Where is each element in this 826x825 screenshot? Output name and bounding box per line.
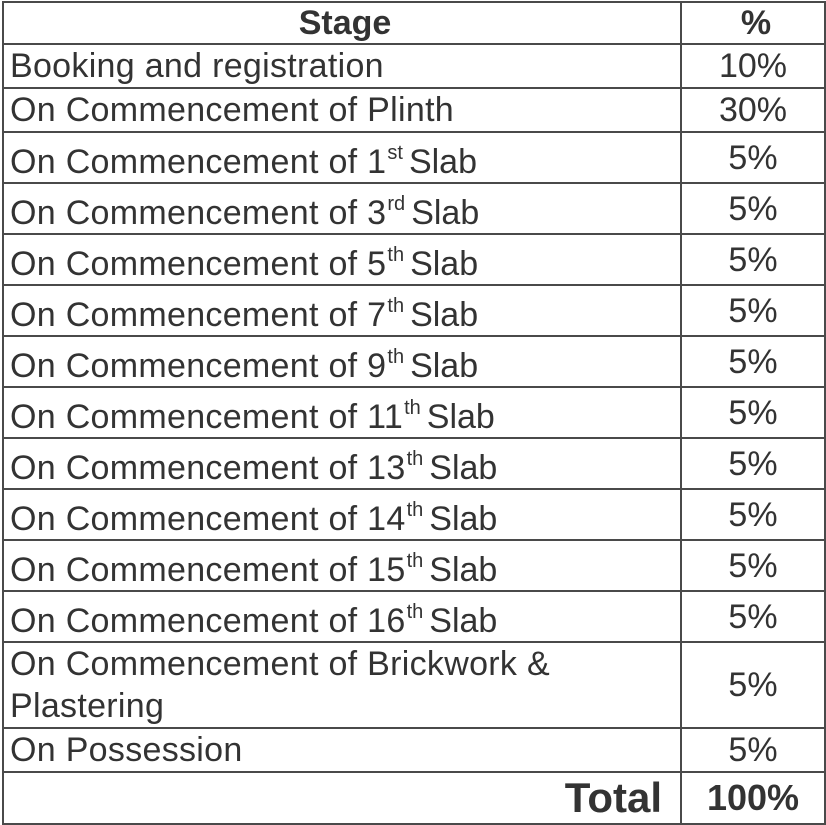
table-row: On Commencement of Brickwork & Plasterin… [2,641,826,729]
ordinal-suffix: th [406,550,424,572]
percent-cell: 5% [680,335,826,388]
ordinal-suffix: th [387,346,405,368]
percent-cell: 5% [680,590,826,643]
stage-cell: On Commencement of Plinth [2,87,682,133]
stage-text: Booking and registration [10,47,384,85]
table-row: On Commencement of 9th Slab 5% [2,335,826,388]
percent-cell: 10% [680,43,826,89]
stage-tail-text: Slab [429,551,498,589]
stage-tail-text: Slab [429,602,498,640]
stage-cell: On Commencement of 3rd Slab [2,182,682,235]
stage-cell: Booking and registration [2,43,682,89]
ordinal-suffix: th [404,397,421,419]
percent-cell: 5% [680,131,826,184]
ordinal-suffix: th [406,499,424,521]
stage-tail-text: Slab [411,194,480,232]
table-row: On Commencement of 7th Slab 5% [2,284,826,337]
stage-text: On Commencement of 14 [10,500,406,538]
ordinal-suffix: th [406,601,424,623]
stage-cell: On Commencement of 16th Slab [2,590,682,643]
stage-text: On Commencement of 16 [10,602,406,640]
percent-cell: 5% [680,727,826,773]
stage-text: On Commencement of 5 [10,245,387,283]
stage-cell: On Commencement of 14th Slab [2,488,682,541]
stage-column-header: Stage [2,1,682,45]
percent-cell: 5% [680,488,826,541]
stage-cell: On Possession [2,727,682,773]
total-row: Total 100% [2,771,826,825]
table-row: On Commencement of 15th Slab 5% [2,539,826,592]
stage-text: On Commencement of Plinth [10,91,455,129]
stage-text: On Commencement of 3 [10,194,387,232]
stage-cell: On Commencement of 5th Slab [2,233,682,286]
table-header-row: Stage % [2,1,826,45]
stage-tail-text: Slab [429,500,498,538]
ordinal-suffix: rd [387,193,406,215]
percent-cell: 30% [680,87,826,133]
total-label: Total [2,771,682,825]
total-percent: 100% [680,771,826,825]
stage-tail-text: Slab [426,398,495,436]
table-row: On Possession 5% [2,727,826,773]
stage-tail-text: Slab [410,347,479,385]
stage-cell: On Commencement of 11th Slab [2,386,682,439]
ordinal-suffix: th [406,448,424,470]
percent-cell: 5% [680,182,826,235]
percent-cell: 5% [680,641,826,729]
stage-text: On Commencement of 7 [10,296,387,334]
ordinal-suffix: th [387,244,405,266]
stage-text: On Commencement of 13 [10,449,406,487]
stage-text: On Commencement of 1 [10,143,387,181]
table-row: On Commencement of 16th Slab 5% [2,590,826,643]
stage-text: On Commencement of 9 [10,347,387,385]
stage-tail-text: Slab [410,296,479,334]
stage-text: On Possession [10,731,243,769]
percent-cell: 5% [680,233,826,286]
stage-text: On Commencement of 11 [10,398,404,436]
stage-cell: On Commencement of 15th Slab [2,539,682,592]
stage-text: On Commencement of Brickwork & Plasterin… [10,645,550,725]
stage-tail-text: Slab [410,245,479,283]
ordinal-suffix: st [387,142,403,164]
stage-text: On Commencement of 15 [10,551,406,589]
schedule-body: Booking and registration 10% On Commenceme… [2,43,826,773]
table-row: On Commencement of 13th Slab 5% [2,437,826,490]
table-row: On Commencement of 14th Slab 5% [2,488,826,541]
percent-cell: 5% [680,284,826,337]
percent-cell: 5% [680,437,826,490]
percent-cell: 5% [680,539,826,592]
stage-cell: On Commencement of Brickwork & Plasterin… [2,641,682,729]
stage-cell: On Commencement of 1st Slab [2,131,682,184]
stage-cell: On Commencement of 7th Slab [2,284,682,337]
table-row: On Commencement of 11th Slab 5% [2,386,826,439]
table-row: Booking and registration 10% [2,43,826,89]
table-row: On Commencement of 5th Slab 5% [2,233,826,286]
stage-tail-text: Slab [429,449,498,487]
percent-column-header: % [680,1,826,45]
stage-tail-text: Slab [408,143,478,181]
stage-cell: On Commencement of 9th Slab [2,335,682,388]
ordinal-suffix: th [387,295,405,317]
table-row: On Commencement of 3rd Slab 5% [2,182,826,235]
stage-cell: On Commencement of 13th Slab [2,437,682,490]
table-row: On Commencement of Plinth 30% [2,87,826,133]
table-row: On Commencement of 1st Slab 5% [2,131,826,184]
percent-cell: 5% [680,386,826,439]
